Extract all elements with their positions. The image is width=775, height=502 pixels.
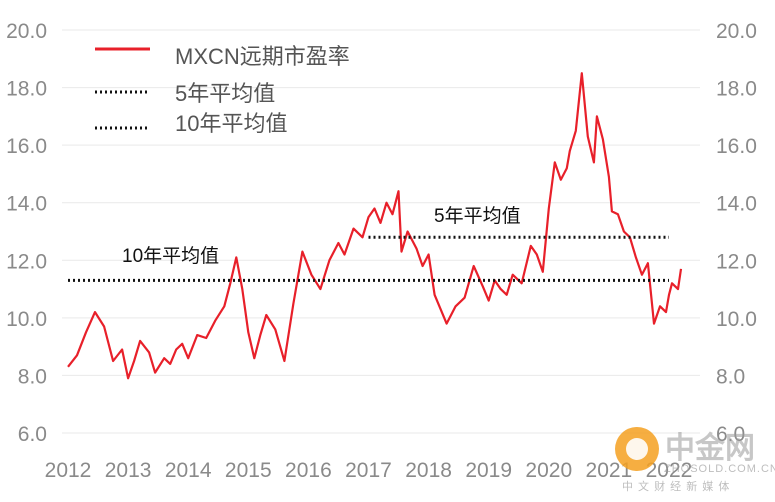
y-tick-left-7: 20.0 — [6, 20, 47, 43]
x-tick-2020: 2020 — [525, 459, 572, 482]
y-tick-right-5: 16.0 — [716, 135, 757, 158]
y-tick-left-1: 8.0 — [18, 365, 47, 388]
legend-label-5y: 5年平均值 — [175, 81, 275, 106]
x-tick-2021: 2021 — [586, 459, 633, 482]
y-tick-left-6: 18.0 — [6, 78, 47, 101]
y-tick-right-1: 8.0 — [716, 365, 745, 388]
annotation-10y: 10年平均值 — [122, 245, 219, 267]
x-tick-2018: 2018 — [405, 459, 452, 482]
y-tick-right-3: 12.0 — [716, 250, 757, 273]
y-tick-left-5: 16.0 — [6, 135, 47, 158]
watermark-logo-inner-icon — [626, 438, 648, 460]
y-tick-right-2: 10.0 — [716, 308, 757, 331]
x-tick-2015: 2015 — [225, 459, 272, 482]
grid — [62, 29, 700, 434]
y-tick-left-0: 6.0 — [18, 423, 47, 446]
x-axis: 2012 2013 2014 2015 2016 2017 2018 2019 2020 2021… — [45, 459, 693, 482]
x-tick-2022: 2022 — [646, 459, 693, 482]
x-tick-2017: 2017 — [345, 459, 392, 482]
legend-label-10y: 10年平均值 — [175, 111, 287, 136]
legend: MXCN远期市盈率 5年平均值 10年平均值 — [95, 44, 350, 136]
x-tick-2019: 2019 — [465, 459, 512, 482]
annotation-5y: 5年平均值 — [434, 205, 521, 227]
y-axis-left: 6.0 8.0 10.0 12.0 14.0 16.0 18.0 20.0 — [6, 20, 47, 446]
series-line-0 — [67, 72, 683, 380]
watermark-url: ZHOSOLD.COM.CN — [664, 463, 775, 475]
x-tick-2013: 2013 — [105, 459, 152, 482]
y-tick-left-4: 14.0 — [6, 193, 47, 216]
y-tick-right-7: 20.0 — [716, 20, 757, 43]
y-tick-left-2: 10.0 — [6, 308, 47, 331]
x-tick-2012: 2012 — [45, 459, 92, 482]
legend-label-pe: MXCN远期市盈率 — [175, 44, 350, 69]
x-tick-2014: 2014 — [165, 459, 212, 482]
series-lines — [67, 72, 683, 380]
y-tick-right-6: 18.0 — [716, 78, 757, 101]
y-tick-right-4: 14.0 — [716, 193, 757, 216]
watermark: 中金网 ZHOSOLD.COM.CN 中 文 财 经 新 媒 体 — [615, 427, 775, 493]
y-tick-right-0: 6.0 — [716, 423, 745, 446]
watermark-name: 中金网 — [665, 431, 755, 465]
watermark-tagline: 中 文 财 经 新 媒 体 — [622, 479, 730, 493]
x-tick-2016: 2016 — [285, 459, 332, 482]
y-axis-right: 6.0 8.0 10.0 12.0 14.0 16.0 18.0 20.0 — [716, 20, 757, 446]
y-tick-left-3: 12.0 — [6, 250, 47, 273]
